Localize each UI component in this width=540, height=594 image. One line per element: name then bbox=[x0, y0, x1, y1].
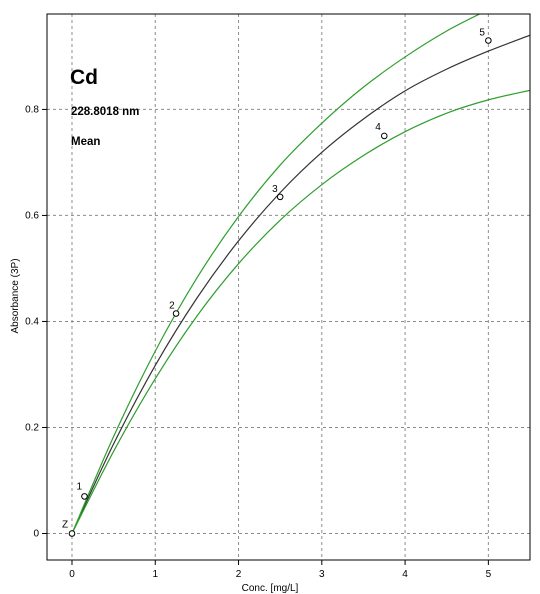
x-tick-label: 3 bbox=[319, 569, 325, 580]
calibration-fit-line bbox=[71, 34, 530, 534]
plot-frame bbox=[46, 13, 531, 561]
y-tick-label: 0.6 bbox=[25, 210, 39, 221]
data-point-label: 5 bbox=[479, 28, 485, 39]
data-point-label: 4 bbox=[375, 122, 381, 133]
data-point-label: 2 bbox=[169, 301, 175, 312]
curve-layer bbox=[71, 14, 530, 534]
data-point-5 bbox=[485, 37, 492, 44]
data-point-2 bbox=[172, 310, 180, 317]
data-point-Z bbox=[68, 530, 76, 537]
chart-title: Cd bbox=[70, 66, 98, 89]
data-point-label: 1 bbox=[76, 481, 82, 492]
tick-layer: 0 1 2 3 4 5 0 0.2 0.4 0.6 0.8 bbox=[25, 104, 491, 580]
x-tick-label: 0 bbox=[69, 569, 75, 580]
y-tick-label: 0.8 bbox=[25, 104, 39, 115]
x-tick-label: 4 bbox=[402, 569, 408, 580]
upper-confidence-band-line bbox=[71, 14, 481, 534]
y-tick-label: 0.4 bbox=[25, 316, 39, 327]
lower-confidence-band-line bbox=[71, 89, 530, 534]
grid-layer bbox=[47, 14, 530, 560]
x-axis-title: Conc. [mg/L] bbox=[242, 583, 299, 594]
wavelength-annotation: 228.8018 nm bbox=[71, 106, 139, 118]
data-point-1 bbox=[81, 493, 88, 500]
y-axis-title: Absorbance (3P) bbox=[10, 258, 21, 333]
data-point-3 bbox=[276, 193, 284, 201]
y-tick-label: 0.2 bbox=[25, 422, 39, 433]
data-point-label: Z bbox=[62, 519, 68, 530]
data-point-4 bbox=[380, 132, 388, 140]
data-point-label: 3 bbox=[272, 184, 278, 195]
y-tick-label: 0 bbox=[33, 528, 39, 539]
x-tick-label: 1 bbox=[152, 569, 158, 580]
point-layer: Z 1 2 3 4 5 bbox=[62, 28, 492, 537]
x-tick-label: 2 bbox=[236, 569, 242, 580]
mode-annotation: Mean bbox=[71, 136, 100, 148]
x-tick-label: 5 bbox=[486, 569, 492, 580]
